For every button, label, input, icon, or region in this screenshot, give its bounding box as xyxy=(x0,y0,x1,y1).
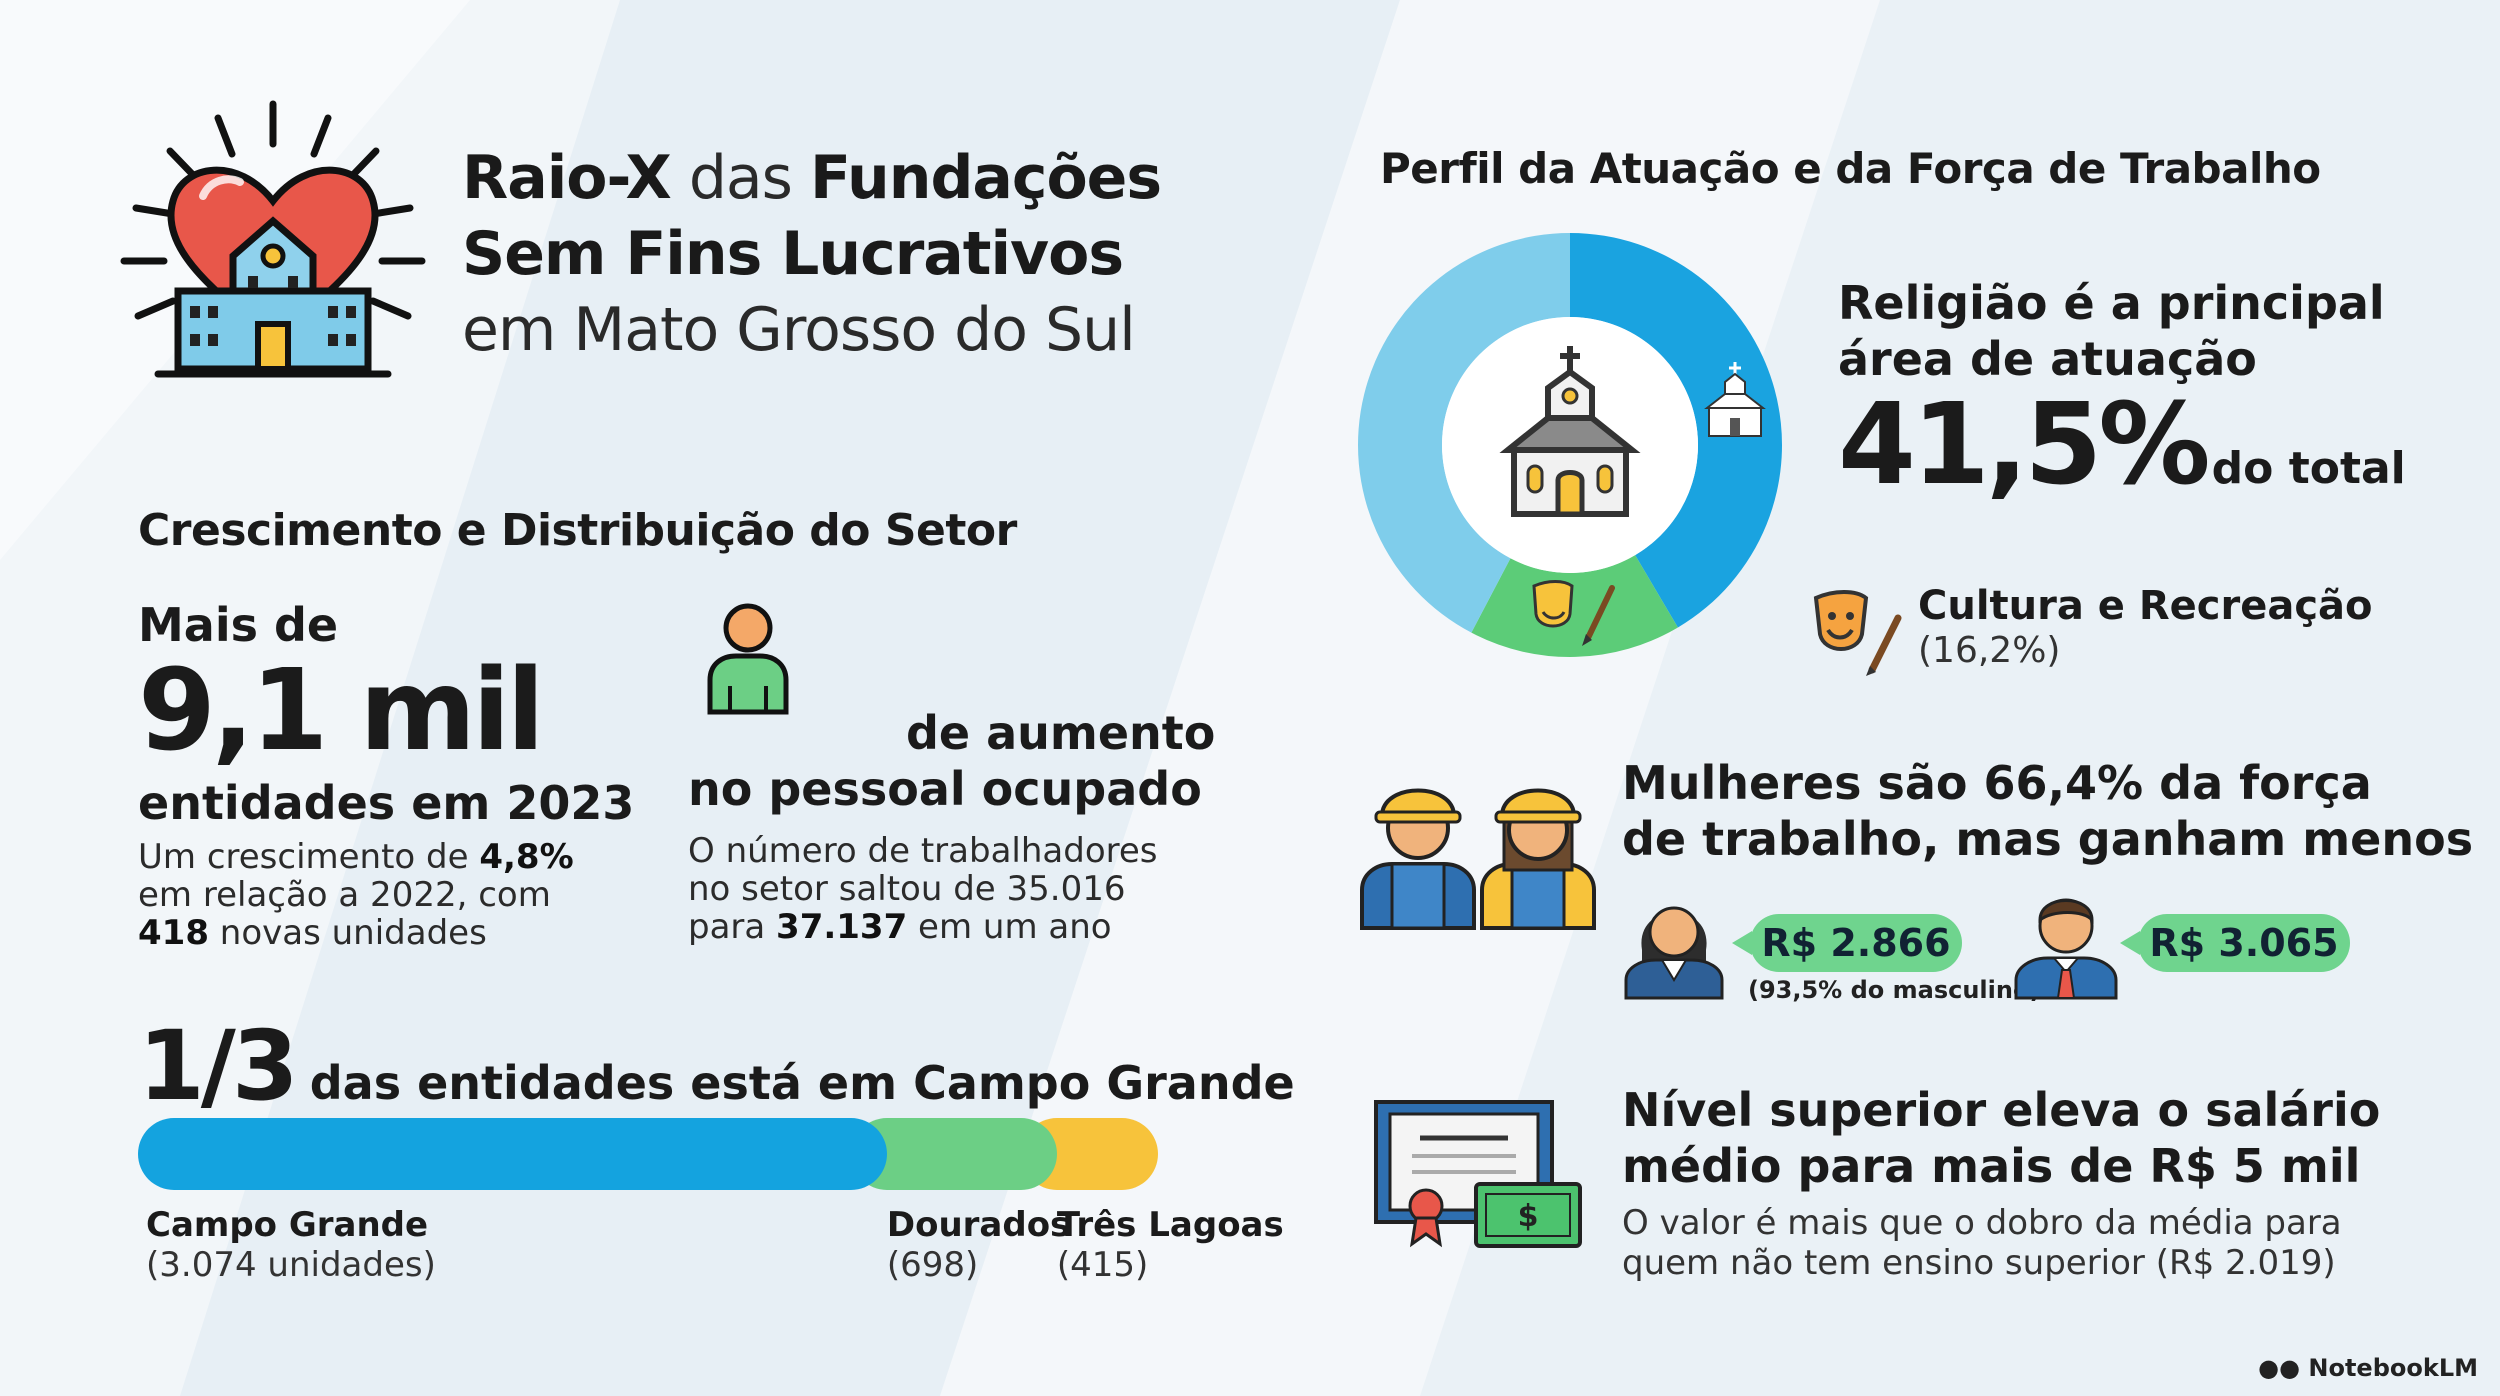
city-count: (698) xyxy=(886,1245,979,1285)
culture-label: Cultura e Recreação (16,2%) xyxy=(1918,583,2373,671)
staff-line-2: no pessoal ocupado xyxy=(688,762,1202,816)
distribution-fraction: 1/3 xyxy=(138,1010,299,1122)
entities-value: 9,1 mil xyxy=(138,646,545,776)
entities-desc-fragment: Um crescimento de xyxy=(138,837,480,877)
profile-section-title: Perfil da Atuação e da Força de Trabalho xyxy=(1380,144,2321,193)
heart-building-icon xyxy=(120,100,426,378)
entities-prefix: Mais de xyxy=(138,598,339,652)
religion-pct-suffix: do total xyxy=(2211,443,2406,494)
women-headline: Mulheres são 66,4% da força de trabalho,… xyxy=(1622,756,2474,866)
distribution-bar xyxy=(138,1118,1158,1190)
city-count: (415) xyxy=(1056,1245,1149,1285)
entities-desc-fragment: 418 xyxy=(138,913,209,953)
culture-name: Cultura e Recreação xyxy=(1918,583,2373,629)
brand-label: ●● NotebookLM xyxy=(2258,1354,2478,1382)
female-salary-badge: R$ 2.866 xyxy=(1732,914,1962,972)
man-avatar-icon xyxy=(2014,898,2118,1000)
city-label: Três Lagoas (415) xyxy=(1057,1205,1284,1285)
theater-masks-icon xyxy=(1532,580,1615,646)
city-name: Dourados xyxy=(886,1205,1071,1245)
masks-brush-icon xyxy=(1813,590,1902,676)
woman-avatar-icon xyxy=(1624,906,1724,1000)
religion-headline: Religião é a principal área de atuação xyxy=(1838,276,2385,386)
growth-section-title: Crescimento e Distribuição do Setor xyxy=(138,505,1017,556)
workers-icon xyxy=(1360,788,1596,930)
title-line-3: em Mato Grosso do Sul xyxy=(462,295,1136,365)
education-description: O valor é mais que o dobro da média para… xyxy=(1622,1203,2342,1283)
notebooklm-logo-icon: ●● xyxy=(2258,1354,2309,1382)
svg-text:$: $ xyxy=(1518,1199,1539,1234)
church-icon xyxy=(1499,346,1641,517)
entities-stat: Mais de 9,1 mil entidades em 2023 Um cre… xyxy=(138,598,658,952)
church-small-icon xyxy=(1704,362,1766,437)
male-salary-badge: R$ 3.065 xyxy=(2120,914,2350,972)
entities-desc-fragment: novas unidades xyxy=(208,913,487,953)
staff-desc-fragment: em um ano xyxy=(907,907,1112,947)
distribution-text: das entidades está em Campo Grande xyxy=(309,1056,1295,1110)
donut-slice-religião xyxy=(1570,233,1782,628)
religion-percentage: 41,5% do total xyxy=(1838,380,2406,510)
title-line-2: Sem Fins Lucrativos xyxy=(462,219,1124,289)
staff-stat: de aumento no pessoal ocupado O número d… xyxy=(688,706,1216,946)
education-headline: Nível superior eleva o salário médio par… xyxy=(1622,1083,2381,1193)
distribution-headline: 1/3 das entidades está em Campo Grande xyxy=(138,1010,1295,1122)
staff-desc-fragment: 37.137 xyxy=(776,907,908,947)
entities-desc-fragment: em relação a 2022, com xyxy=(138,875,551,915)
entities-description: Um crescimento de 4,8% em relação a 2022… xyxy=(138,838,608,952)
activity-donut-chart xyxy=(1358,233,1782,657)
staff-line-1: de aumento xyxy=(906,706,1216,760)
staff-description: O número de trabalhadores no setor salto… xyxy=(688,832,1168,946)
city-name: Três Lagoas xyxy=(1056,1205,1284,1245)
person-icon xyxy=(707,603,789,715)
donut-slice-cultura-e-recreação xyxy=(1471,555,1678,657)
entities-label: entidades em 2023 xyxy=(138,776,635,830)
staff-desc-fragment: O número de trabalhadores no setor salto… xyxy=(688,831,1158,947)
bar-segment-campo-grande xyxy=(138,1118,887,1190)
female-salary-note: (93,5% do masculino) xyxy=(1748,976,2041,1004)
city-label: Dourados (698) xyxy=(887,1205,1070,1285)
city-label: Campo Grande (3.074 unidades) xyxy=(146,1205,436,1285)
entities-desc-fragment: 4,8% xyxy=(479,837,574,877)
donut-slice-outros xyxy=(1358,233,1570,633)
title-line-1: Raio-X das Fundações xyxy=(462,143,1162,213)
page-title: Raio-X das Fundações Sem Fins Lucrativos… xyxy=(462,140,1262,368)
distribution-labels: Campo Grande (3.074 unidades) Dourados (698… xyxy=(138,1205,1284,1295)
culture-pct: (16,2%) xyxy=(1918,630,2061,671)
city-count: (3.074 unidades) xyxy=(146,1245,436,1285)
religion-pct-value: 41,5% xyxy=(1838,380,2211,510)
city-name: Campo Grande xyxy=(146,1205,429,1245)
diploma-money-icon: $ xyxy=(1374,1100,1582,1248)
